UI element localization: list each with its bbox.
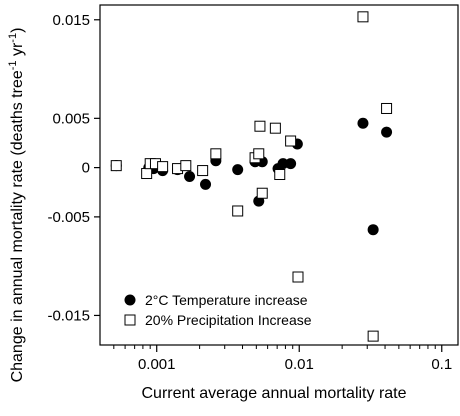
precipitation-point [180,160,192,172]
legend: 2°C Temperature increase 20% Precipitati… [124,292,312,328]
x-tick-label: 0.001 [138,356,176,373]
y-axis-title-part: ) [9,28,26,33]
precipitation-point [381,102,393,114]
legend-marker-temperature [124,294,136,306]
precipitation-point [110,160,122,172]
temperature-point [232,164,244,176]
precipitation-point [292,271,304,283]
legend-marker-precipitation [124,314,136,326]
precipitation-point [232,205,244,217]
y-axis: 0.015 0.005 0 -0.005 -0.015 [47,12,100,324]
legend-label-precipitation: 20% Precipitation Increase [145,312,312,328]
precipitation-point [269,122,281,134]
precipitation-point [254,120,266,132]
precipitation-point [210,148,222,160]
y-tick-label: -0.015 [47,307,90,324]
data-marks [110,11,393,342]
y-tick-label: 0.005 [52,110,90,127]
precipitation-point [253,148,265,160]
y-axis-title-part: -1 [7,60,19,70]
precipitation-point [357,11,369,23]
temperature-point [277,158,289,170]
precipitation-point [256,187,268,199]
precipitation-point [367,330,379,342]
precipitation-point [197,165,209,177]
y-axis-title-part: Change in annual mortality rate (deaths … [9,70,26,382]
precipitation-point [274,169,286,181]
precipitation-point [157,161,169,173]
y-tick-label: 0.015 [52,12,90,29]
x-axis-title: Current average annual mortality rate [141,385,406,402]
y-axis-title-part: yr [9,42,26,60]
y-axis-title: Change in annual mortality rate (deaths … [7,28,26,383]
x-tick-label: 0.1 [431,356,452,373]
temperature-point [184,170,196,182]
precipitation-point [141,168,153,180]
temperature-point [285,158,297,170]
temperature-point [200,178,212,190]
x-axis: 0.001 0.01 0.1 [113,345,452,373]
temperature-point [367,224,379,236]
temperature-point [381,126,393,138]
plot-frame [99,4,459,346]
legend-label-temperature: 2°C Temperature increase [145,292,308,308]
x-tick-label: 0.01 [285,356,314,373]
precipitation-point [285,135,297,147]
y-tick-label: -0.005 [47,209,90,226]
temperature-point [357,117,369,129]
y-axis-title-part: -1 [7,33,19,43]
y-tick-label: 0 [82,160,90,177]
